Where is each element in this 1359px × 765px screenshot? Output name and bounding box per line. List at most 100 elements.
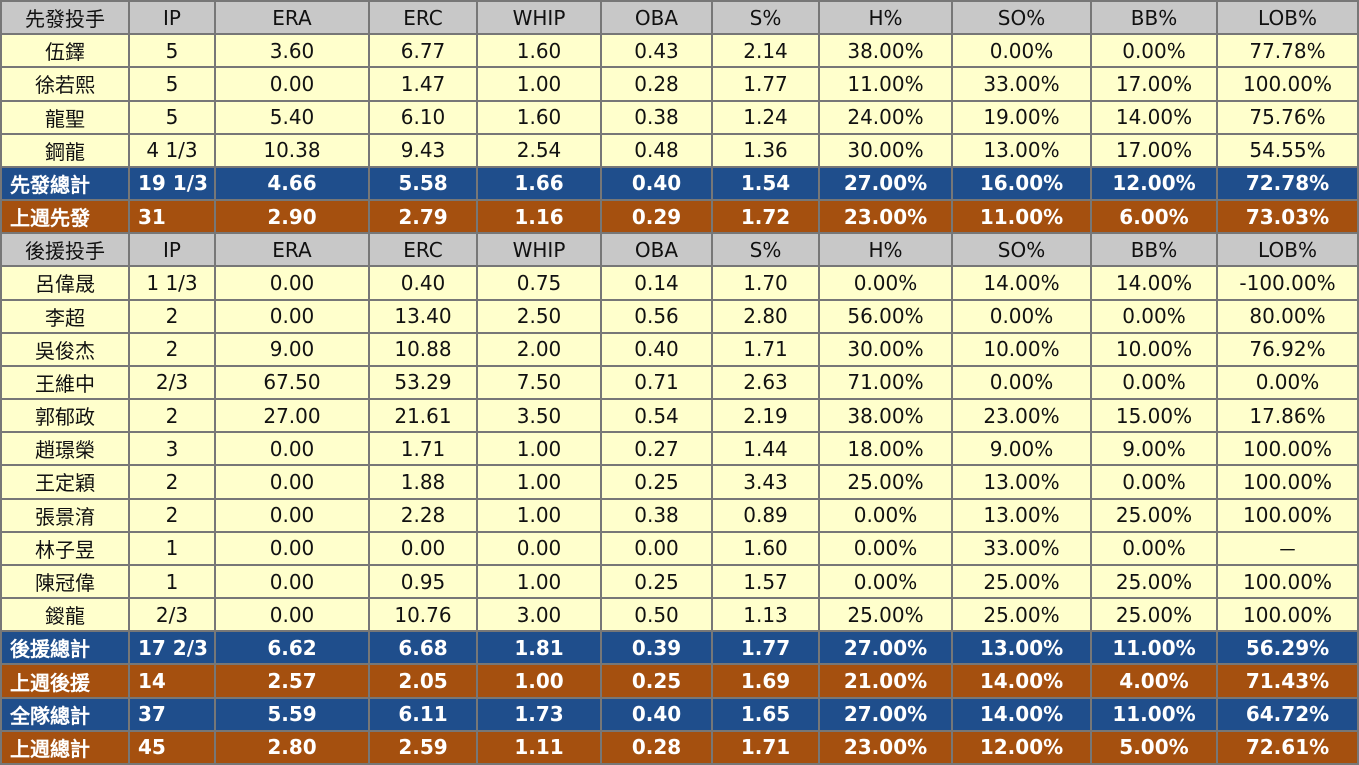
cell: 5.58 [370,167,476,200]
cell: 1.60 [478,101,600,133]
cell: ERA [216,2,368,34]
cell: 2.80 [713,300,818,332]
cell: 9.00% [953,433,1090,465]
cell: IP [130,234,214,266]
cell: 6.77 [370,35,476,67]
player-row: 吳俊杰 2 9.00 10.88 2.00 0.40 1.71 30.00% 10.00% 10.… [2,333,1357,365]
header-row: 先發投手 IP ERA ERC WHIP OBA S% H% SO% BB% LOB% [2,2,1357,34]
cell: 上週總計 [2,731,128,763]
cell: 100.00% [1218,599,1357,631]
cell: S% [713,2,818,34]
cell: 0.00 [602,532,711,564]
cell: 27.00% [820,167,951,200]
player-row: 郭郁政 2 27.00 21.61 3.50 0.54 2.19 38.00% 23.00% 15… [2,400,1357,432]
cell: 14.00% [953,267,1090,299]
cell: 38.00% [820,35,951,67]
cell: 100.00% [1218,68,1357,100]
cell: 25.00% [1092,599,1216,631]
cell: 30.00% [820,134,951,166]
cell: 3.50 [478,400,600,432]
cell: 上週先發 [2,201,128,233]
cell: S% [713,234,818,266]
cell: 76.92% [1218,333,1357,365]
cell: 54.55% [1218,134,1357,166]
cell: 75.76% [1218,101,1357,133]
cell: WHIP [478,2,600,34]
cell: 14.00% [953,698,1090,730]
cell: 0.00 [216,68,368,100]
cell: 先發總計 [2,167,128,200]
cell: 45 [130,731,214,763]
cell: 2.28 [370,499,476,531]
cell: 1.69 [713,665,818,697]
cell: 0.29 [602,201,711,233]
cell: 33.00% [953,532,1090,564]
cell: 17.00% [1092,68,1216,100]
player-row: 鋼龍 4 1/3 10.38 9.43 2.54 0.48 1.36 30.00% 13.00%… [2,134,1357,166]
cell: 0.28 [602,68,711,100]
cell: 呂偉晟 [2,267,128,299]
cell: 0.00 [216,565,368,598]
cell: 17.86% [1218,400,1357,432]
cell: 27.00% [820,698,951,730]
cell: 5.59 [216,698,368,730]
cell: WHIP [478,234,600,266]
last-week-row: 上週先發 31 2.90 2.79 1.16 0.29 1.72 23.00% 11.00% 6.… [2,201,1357,233]
cell: H% [820,234,951,266]
cell: 0.40 [602,333,711,365]
cell: 25.00% [1092,565,1216,598]
cell: LOB% [1218,234,1357,266]
cell: 6.11 [370,698,476,730]
cell: 2.80 [216,731,368,763]
cell: 徐若熙 [2,68,128,100]
cell: 9.43 [370,134,476,166]
cell: 0.00 [216,300,368,332]
cell: 2/3 [130,366,214,399]
cell: 1.00 [478,565,600,598]
cell: 0.00% [1092,532,1216,564]
player-row: 鍐龍 2/3 0.00 10.76 3.00 0.50 1.13 25.00% 25.00% 25… [2,599,1357,631]
cell: 0.00% [1092,366,1216,399]
cell: 5 [130,101,214,133]
cell: 0.95 [370,565,476,598]
player-row: 林子昱 1 0.00 0.00 0.00 0.00 1.60 0.00% 33.00% 0.00%… [2,532,1357,564]
cell: 2 [130,499,214,531]
cell: 9.00 [216,333,368,365]
cell: 11.00% [1092,698,1216,730]
cell: 18.00% [820,433,951,465]
team-last-week-row: 上週總計 45 2.80 2.59 1.11 0.28 1.71 23.00% 12.00% 5.… [2,731,1357,763]
cell: BB% [1092,234,1216,266]
cell: 1.60 [713,532,818,564]
cell: 1.47 [370,68,476,100]
cell: 0.00 [216,466,368,498]
cell: 64.72% [1218,698,1357,730]
cell: 0.00 [216,433,368,465]
cell: 2/3 [130,599,214,631]
cell: 0.00 [216,599,368,631]
cell: 1.65 [713,698,818,730]
cell: 2.05 [370,665,476,697]
cell: 上週後援 [2,665,128,697]
cell: 38.00% [820,400,951,432]
cell: 13.40 [370,300,476,332]
cell: 100.00% [1218,565,1357,598]
player-row: 王維中 2/3 67.50 53.29 7.50 0.71 2.63 71.00% 0.00% 0… [2,366,1357,399]
cell: 1.71 [713,731,818,763]
cell: 全隊總計 [2,698,128,730]
cell: 0.50 [602,599,711,631]
player-row: 王定穎 2 0.00 1.88 1.00 0.25 3.43 25.00% 13.00% 0.00… [2,466,1357,498]
cell: 趙璟榮 [2,433,128,465]
cell: 1 1/3 [130,267,214,299]
cell: 25.00% [1092,499,1216,531]
cell: 1 [130,532,214,564]
player-row: 呂偉晟 1 1/3 0.00 0.40 0.75 0.14 1.70 0.00% 14.00% 1… [2,267,1357,299]
cell: 1.71 [713,333,818,365]
cell: 2.57 [216,665,368,697]
cell: 0.48 [602,134,711,166]
cell: 0.39 [602,632,711,664]
cell: 10.00% [953,333,1090,365]
cell: 陳冠偉 [2,565,128,598]
cell: 鋼龍 [2,134,128,166]
cell: 2.79 [370,201,476,233]
cell: 0.00% [820,499,951,531]
